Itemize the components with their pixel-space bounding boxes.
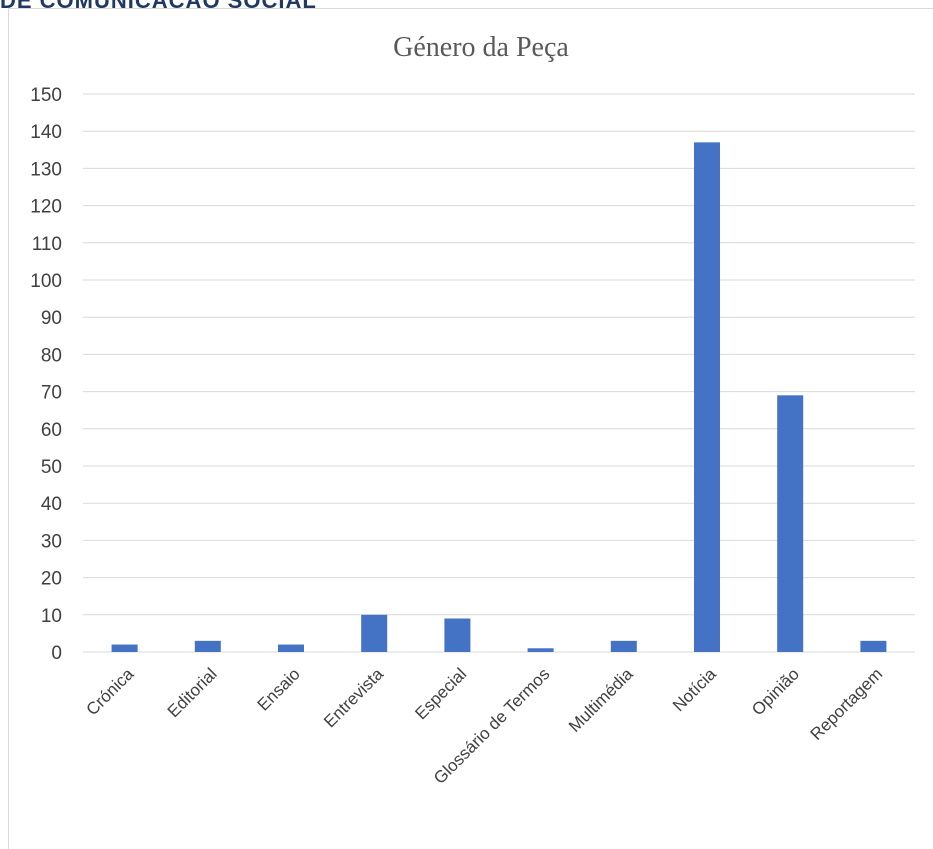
x-category-label: Opinião — [748, 664, 803, 719]
bar — [194, 640, 221, 652]
bar-chart: Género da Peça 0 10 20 30 40 50 60 70 80 90 100 110… — [30, 32, 915, 788]
y-tick-label: 120 — [30, 197, 62, 218]
bars — [111, 142, 887, 653]
bar — [361, 614, 388, 652]
y-axis-tick-labels: 0 10 20 30 40 50 60 70 80 90 100 110 120 130 140 150 — [30, 85, 62, 664]
y-tick-label: 130 — [30, 159, 62, 180]
y-tick-label: 100 — [30, 271, 62, 292]
y-tick-label: 80 — [41, 345, 62, 366]
x-axis-category-labels: Crónica Editorial Ensaio Entrevista Especial… — [83, 664, 887, 788]
chart-title: Género da Peça — [393, 32, 569, 63]
bar — [278, 644, 304, 652]
x-category-label: Ensaio — [254, 664, 304, 714]
x-category-label: Reportagem — [807, 664, 887, 744]
bar — [777, 395, 804, 652]
y-tick-label: 40 — [41, 494, 62, 515]
y-tick-label: 30 — [41, 531, 62, 552]
y-tick-label: 90 — [41, 308, 62, 329]
bar — [111, 644, 138, 652]
y-tick-label: 150 — [30, 85, 62, 106]
y-tick-label: 60 — [41, 420, 62, 441]
x-category-label: Especial — [411, 664, 470, 723]
y-tick-label: 20 — [41, 569, 62, 590]
bar — [527, 648, 554, 652]
bar — [860, 640, 887, 652]
y-tick-label: 50 — [41, 457, 62, 478]
y-tick-label: 10 — [41, 606, 62, 627]
y-tick-label: 70 — [41, 383, 62, 404]
chart-container: Género da Peça 0 10 20 30 40 50 60 70 80 90 100 110… — [8, 8, 933, 849]
x-category-label: Notícia — [669, 664, 720, 715]
bar — [694, 142, 720, 653]
y-tick-label: 0 — [51, 643, 62, 664]
bar — [444, 618, 471, 652]
x-category-label: Editorial — [164, 664, 221, 721]
y-tick-label: 110 — [32, 234, 62, 255]
bar — [610, 640, 637, 652]
x-category-label: Entrevista — [320, 664, 387, 731]
x-category-label: Crónica — [83, 664, 138, 719]
gridlines — [83, 93, 915, 653]
y-tick-label: 140 — [30, 122, 62, 143]
x-category-label: Multimédia — [565, 664, 637, 736]
